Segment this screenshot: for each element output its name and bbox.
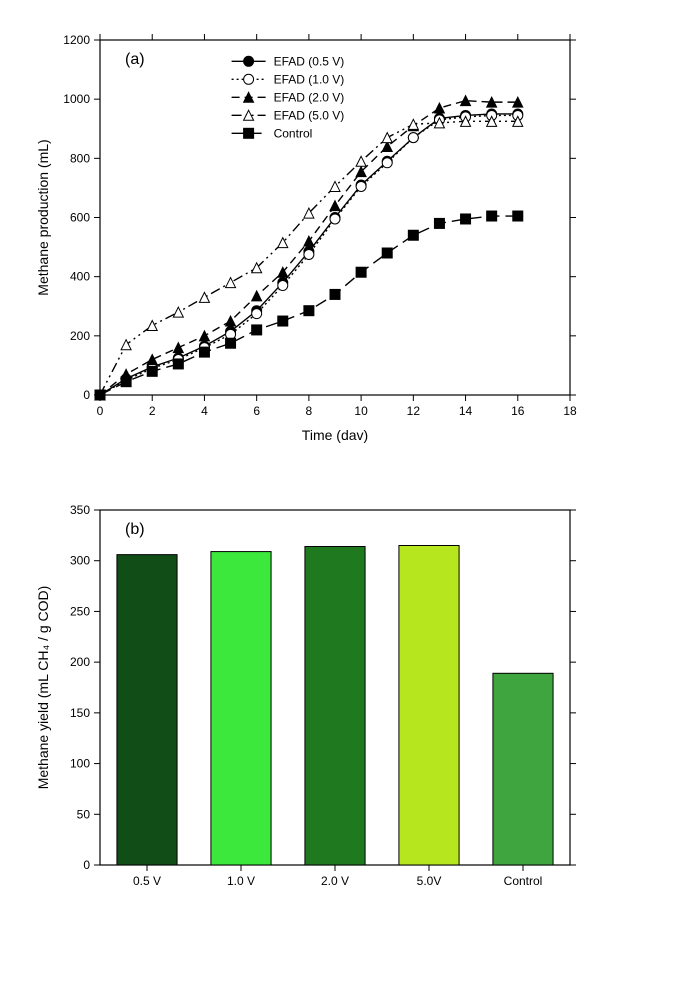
xtick-label: 2 [149, 404, 156, 418]
xtick-label: 18 [563, 404, 577, 418]
series-marker [330, 214, 340, 224]
series-marker [226, 338, 236, 348]
xtick-label: 0.5 V [133, 874, 161, 888]
bar [399, 546, 459, 866]
panel-label-b: (b) [125, 521, 145, 538]
legend-label: EFAD (5.0 V) [274, 108, 345, 122]
ytick-label: 300 [70, 554, 90, 568]
x-axis-label: Time (dav) [302, 427, 368, 443]
bar-chart-b: 0 50 100 150 200 250 300 350 Methane yield (mL C… [30, 490, 590, 910]
series-marker [356, 267, 366, 277]
page: 020040060080010001200024681012141618Meth… [0, 0, 687, 993]
xtick-label: 6 [253, 404, 260, 418]
series-marker [434, 218, 444, 228]
ytick-label: 1000 [63, 92, 90, 106]
line-chart-a: 0 200 400 600 800 1000 1200 0 2 4 6 8 10 12 14 16 18 Meth… [30, 20, 590, 450]
chart-a-wrap: 0 200 400 600 800 1000 1200 0 2 4 6 8 10 12 14 16 18 Meth… [30, 20, 657, 450]
y-axis-label: Methane production (mL) [35, 139, 51, 295]
bar [493, 673, 553, 865]
legend-label: EFAD (0.5 V) [274, 54, 345, 68]
legend-label: Control [274, 126, 313, 140]
ytick-label: 100 [70, 757, 90, 771]
ytick-label: 50 [77, 807, 91, 821]
chart-b-wrap: 0 50 100 150 200 250 300 350 Methane yield (mL C… [30, 490, 657, 910]
series-marker [252, 325, 262, 335]
ytick-label: 0 [83, 858, 90, 872]
xtick-label: 8 [306, 404, 313, 418]
series-marker [147, 366, 157, 376]
ytick-label: 1200 [63, 33, 90, 47]
ytick-label: 800 [70, 151, 90, 165]
ytick-label: 200 [70, 329, 90, 343]
series-marker [513, 211, 523, 221]
xtick-label: 5.0V [417, 874, 442, 888]
series-marker [173, 359, 183, 369]
bar [117, 555, 177, 865]
series-marker [356, 181, 366, 191]
panel-label-a: (a) [125, 51, 145, 68]
legend-label: EFAD (1.0 V) [274, 72, 345, 86]
series-marker [461, 214, 471, 224]
series-marker [382, 158, 392, 168]
bar [305, 547, 365, 865]
ytick-label: 250 [70, 604, 90, 618]
series-marker [199, 347, 209, 357]
series-marker [304, 306, 314, 316]
xtick-label: Control [504, 874, 543, 888]
series-marker [330, 289, 340, 299]
xtick-label: 1.0 V [227, 874, 255, 888]
legend-marker [244, 56, 254, 66]
xtick-label: 16 [511, 404, 525, 418]
ytick-label: 400 [70, 270, 90, 284]
xtick-label: 14 [459, 404, 473, 418]
xtick-label: 12 [407, 404, 421, 418]
ytick-label: 0 [83, 388, 90, 402]
series-marker [487, 211, 497, 221]
series-marker [278, 316, 288, 326]
xtick-label: 2.0 V [321, 874, 349, 888]
ytick-label: 150 [70, 706, 90, 720]
series-marker [252, 309, 262, 319]
legend-marker [244, 128, 254, 138]
series-marker [304, 249, 314, 259]
ytick-label: 350 [70, 503, 90, 517]
bar [211, 552, 271, 865]
series-marker [408, 133, 418, 143]
xtick-label: 4 [201, 404, 208, 418]
series-marker [121, 377, 131, 387]
ytick-label: 200 [70, 655, 90, 669]
series-marker [408, 230, 418, 240]
series-marker [278, 281, 288, 291]
xtick-label: 10 [354, 404, 368, 418]
legend-marker [244, 74, 254, 84]
legend-label: EFAD (2.0 V) [274, 90, 345, 104]
y-axis-label: Methane yield (mL CH₄ / g COD) [35, 586, 51, 790]
series-marker [382, 248, 392, 258]
xtick-label: 0 [97, 404, 104, 418]
series-marker [95, 390, 105, 400]
ytick-label: 600 [70, 211, 90, 225]
